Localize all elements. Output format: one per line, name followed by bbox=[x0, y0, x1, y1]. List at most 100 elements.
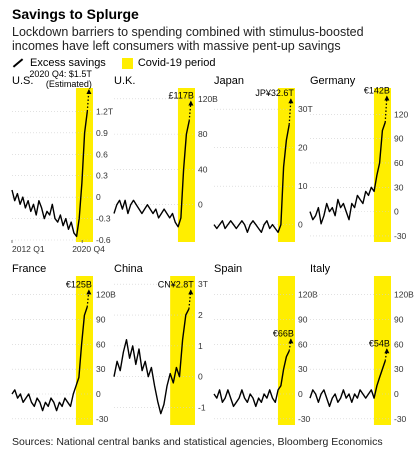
projection-arrow bbox=[188, 100, 194, 106]
annotation-line: (Estimated) bbox=[46, 79, 92, 89]
covid-band bbox=[277, 276, 295, 425]
panel-china: China 3T 2 1 0 -1 CN¥2.8T bbox=[113, 263, 208, 425]
series-line-japan bbox=[213, 124, 290, 234]
y-tick-label: 120B bbox=[394, 290, 414, 300]
legend-item-covid: Covid-19 period bbox=[121, 57, 216, 69]
series-line-china bbox=[113, 308, 190, 415]
y-tick-label: 90 bbox=[96, 314, 106, 324]
y-tick-label: 120B bbox=[96, 290, 116, 300]
series-line-u-s bbox=[11, 111, 88, 238]
y-tick-label: -30 bbox=[394, 231, 407, 241]
y-tick-label: 0 bbox=[198, 200, 203, 210]
y-tick-label: 40 bbox=[198, 164, 208, 174]
panel-u-k: U.K. 120B 80 40 0 £117B bbox=[113, 75, 218, 242]
panel-italy: Italy 120B 90 60 30 0 -30 €54B bbox=[309, 263, 414, 425]
annotation-line: €66B bbox=[273, 328, 294, 338]
y-tick-label: -30 bbox=[394, 414, 407, 424]
projection-arrow bbox=[384, 348, 390, 354]
legend-label-excess-savings: Excess savings bbox=[30, 57, 106, 69]
legend-covid-swatch bbox=[121, 57, 133, 69]
y-tick-label: 60 bbox=[298, 339, 308, 349]
value-annotation: JP¥32.6T bbox=[255, 88, 294, 98]
y-tick-label: 0.6 bbox=[96, 149, 108, 159]
annotation-line: CN¥2.8T bbox=[158, 279, 195, 289]
projection-arrow bbox=[288, 98, 294, 104]
covid-band bbox=[373, 276, 391, 425]
value-annotation: €54B bbox=[369, 338, 390, 348]
source-footer: Sources: National central banks and stat… bbox=[12, 436, 383, 448]
series-line-italy bbox=[309, 360, 386, 408]
panel-japan: Japan 30T 20 10 0 JP¥32.6T bbox=[213, 75, 313, 242]
series-line-germany bbox=[309, 122, 386, 225]
y-tick-label: -0.3 bbox=[96, 214, 111, 224]
annotation-line: €125B bbox=[66, 279, 92, 289]
y-tick-label: 30 bbox=[394, 364, 404, 374]
y-tick-label: 120B bbox=[298, 290, 318, 300]
legend-item-excess-savings: Excess savings bbox=[12, 57, 106, 69]
projection-arrow bbox=[86, 289, 92, 295]
annotation-line: JP¥32.6T bbox=[255, 88, 294, 98]
y-tick-label: 30 bbox=[298, 364, 308, 374]
covid-band bbox=[373, 88, 391, 242]
y-tick-label: 80 bbox=[198, 129, 208, 139]
y-tick-label: 30 bbox=[96, 364, 106, 374]
y-tick-label: 0 bbox=[96, 192, 101, 202]
y-tick-label: 30T bbox=[298, 104, 313, 114]
annotation-line: €142B bbox=[364, 85, 390, 95]
x-tick-label: 2012 Q1 bbox=[12, 244, 45, 254]
y-tick-label: -30 bbox=[96, 414, 109, 424]
panel-title: U.S. bbox=[12, 75, 33, 87]
y-tick-label: 0.3 bbox=[96, 171, 108, 181]
panel-title: Japan bbox=[214, 75, 244, 87]
projection-arrow bbox=[188, 289, 194, 295]
y-tick-label: -1 bbox=[198, 403, 206, 413]
y-tick-label: 20 bbox=[298, 143, 308, 153]
annotation-line: £117B bbox=[169, 90, 194, 100]
y-tick-label: 0.9 bbox=[96, 128, 108, 138]
y-tick-label: -0.6 bbox=[96, 235, 111, 245]
projection-arrow bbox=[384, 95, 390, 101]
y-tick-label: 60 bbox=[394, 158, 404, 168]
panel-title: U.K. bbox=[114, 75, 135, 87]
y-tick-label: 90 bbox=[394, 134, 404, 144]
y-tick-label: 60 bbox=[96, 339, 106, 349]
covid-band bbox=[170, 276, 195, 425]
chart-subtitle: Lockdown barriers to spending combined w… bbox=[12, 25, 364, 53]
y-tick-label: 30 bbox=[394, 182, 404, 192]
series-line-france bbox=[11, 306, 88, 412]
y-tick-label: 1 bbox=[198, 341, 203, 351]
y-tick-label: 60 bbox=[394, 339, 404, 349]
panel-title: Spain bbox=[214, 263, 242, 275]
projection-arrow bbox=[288, 338, 294, 344]
series-line-spain bbox=[213, 350, 290, 408]
y-tick-label: -30 bbox=[298, 414, 311, 424]
y-tick-label: 1.2T bbox=[96, 106, 113, 116]
value-annotation: CN¥2.8T bbox=[158, 279, 195, 289]
projection-line bbox=[288, 99, 292, 125]
y-tick-label: 120B bbox=[198, 94, 218, 104]
legend-label-covid: Covid-19 period bbox=[137, 57, 216, 69]
y-tick-label: 0 bbox=[394, 389, 399, 399]
covid-band bbox=[75, 276, 93, 425]
y-tick-label: 120 bbox=[394, 109, 408, 119]
y-tick-label: 10 bbox=[298, 181, 308, 191]
value-annotation: €142B bbox=[364, 85, 390, 95]
panel-u-s: U.S. 1.2T 0.9 0.6 0.3 0 -0.3 -0.6 2012 Q1 2020 Q4… bbox=[11, 69, 113, 254]
panel-spain: Spain 120B 90 60 30 0 -30 €66B bbox=[213, 263, 318, 425]
y-tick-label: 90 bbox=[394, 314, 404, 324]
y-tick-label: 3T bbox=[198, 279, 208, 289]
value-annotation: €125B bbox=[66, 279, 92, 289]
y-tick-label: 0 bbox=[394, 207, 399, 217]
y-tick-label: 0 bbox=[298, 389, 303, 399]
value-annotation: 2020 Q4: $1.5T (Estimated) bbox=[29, 69, 92, 89]
x-tick-label: 2020 Q4 bbox=[72, 244, 105, 254]
y-tick-label: 0 bbox=[96, 389, 101, 399]
annotation-line: 2020 Q4: $1.5T bbox=[29, 69, 92, 79]
y-tick-label: 90 bbox=[298, 314, 308, 324]
panel-france: France 120B 90 60 30 0 -30 €125B bbox=[11, 263, 116, 425]
y-tick-label: 0 bbox=[198, 372, 203, 382]
panel-title: France bbox=[12, 263, 46, 275]
chart-title: Savings to Splurge bbox=[12, 6, 139, 22]
y-tick-label: 2 bbox=[198, 310, 203, 320]
